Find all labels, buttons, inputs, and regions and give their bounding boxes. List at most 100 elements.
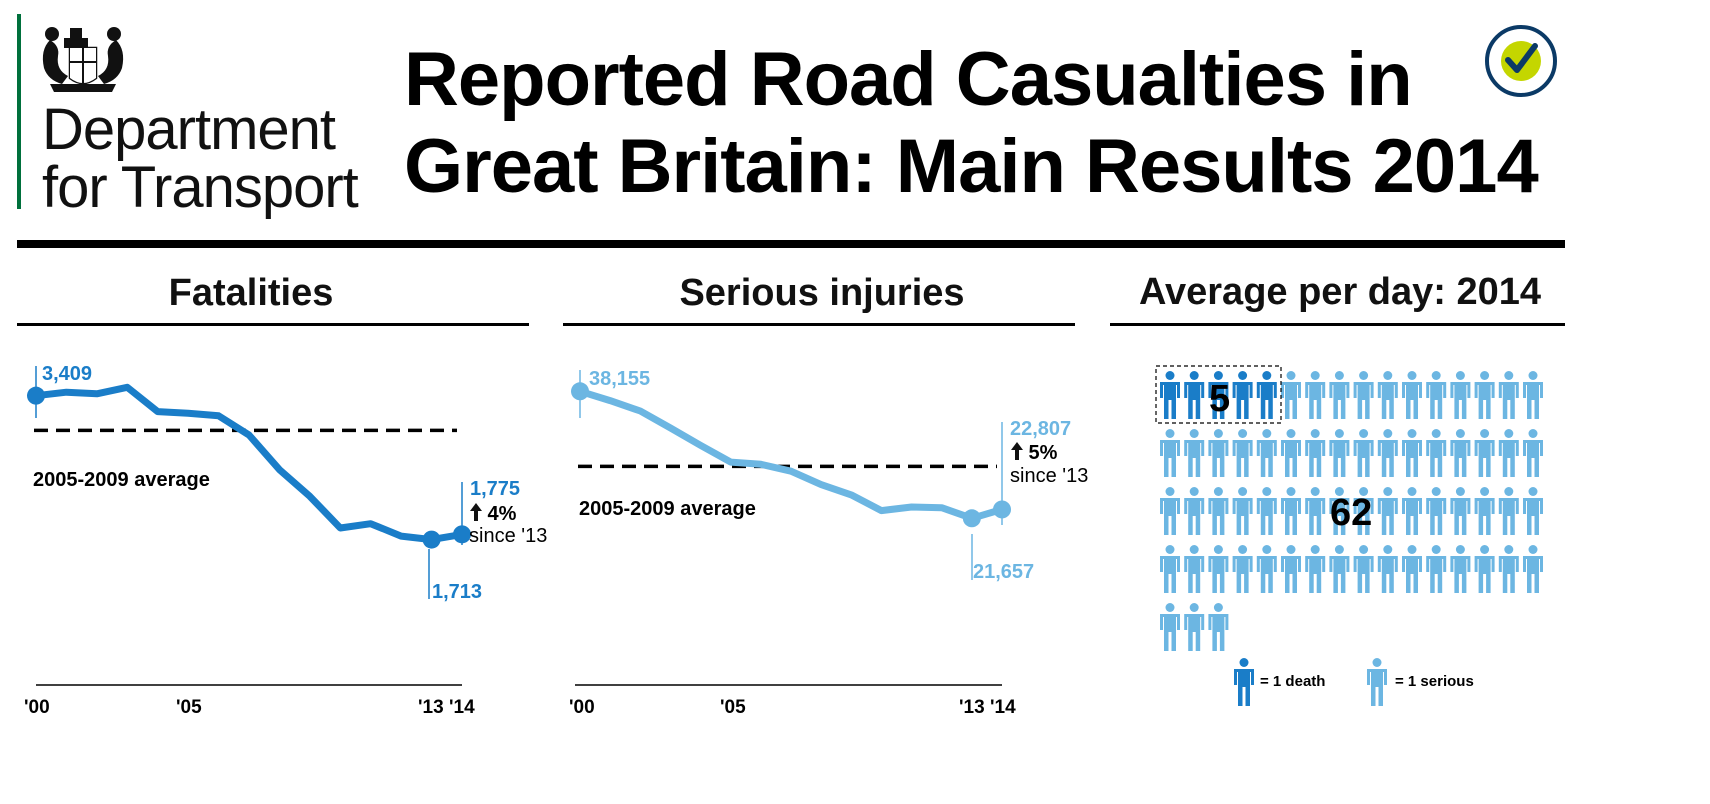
person-body [1184,498,1205,535]
person-body [1160,614,1180,651]
serious-person-icon [1160,429,1180,477]
person-body [1160,498,1180,535]
serious-point-2013 [962,509,981,528]
serious-change-value: 5% [1028,442,1058,464]
national-statistics-logo-icon [1485,25,1557,97]
serious-person-icon [1474,371,1495,419]
person-body [1160,440,1180,477]
serious-since-label: since '13 [1010,465,1089,487]
serious-end-label: 22,807 [1010,418,1072,440]
person-body [1498,440,1519,477]
person-body [1498,382,1519,419]
death-person-icon [1208,371,1229,419]
person-head [1334,545,1344,554]
serious-person-icon [1232,545,1253,593]
fatal-point-2014 [453,525,471,544]
person-head [1239,658,1249,667]
person-head [1504,545,1514,554]
serious-person-icon [1232,429,1253,477]
serious-person-icon [1184,487,1205,535]
person-body [1474,556,1495,593]
person-body [1426,556,1447,593]
legend-serious-icon [1367,658,1387,706]
person-body [1523,382,1543,419]
person-head [1213,545,1223,554]
person-head [1189,603,1199,612]
person-head [1238,545,1248,554]
person-body [1281,382,1301,419]
serious-tick-00: '00 [569,697,595,718]
serious-person-icon [1402,371,1422,419]
person-head [1431,487,1441,496]
person-body [1232,556,1253,593]
person-head [1359,429,1369,438]
person-body [1353,556,1374,593]
serious-point-2000 [571,382,589,401]
page-title-line2: Great Britain: Main Results 2014 [404,124,1539,209]
fatal-start-label: 3,409 [42,363,93,385]
panel-rule-serious [563,323,1075,326]
serious-person-icon [1498,487,1519,535]
serious-person-icon [1256,487,1277,535]
per-day-title: Average per day: 2014 [1138,271,1542,313]
department-name-line2: for Transport [42,155,359,220]
serious-person-icon [1160,603,1180,651]
person-body [1402,556,1422,593]
person-body [1184,556,1205,593]
person-body [1232,440,1253,477]
person-head [1238,371,1248,380]
person-body [1184,440,1205,477]
person-body [1377,556,1398,593]
fatal-tick-00: '00 [24,697,50,718]
person-head [1528,429,1538,438]
person-body [1498,498,1519,535]
serious-person-icon [1474,545,1495,593]
person-head [1262,371,1272,380]
person-head [1165,545,1175,554]
person-head [1262,487,1272,496]
person-body [1474,498,1495,535]
person-body [1281,440,1301,477]
fatal-point-2013 [422,530,441,549]
person-head [1528,545,1538,554]
person-body [1256,382,1277,419]
serious-person-icon [1426,487,1447,535]
person-head [1383,487,1393,496]
person-head [1189,429,1199,438]
person-head [1504,429,1514,438]
serious-person-icon [1353,487,1374,535]
person-head [1286,429,1296,438]
person-head [1480,429,1490,438]
fatal-tick-13: '13 [418,697,444,718]
serious-person-icon [1281,545,1301,593]
legend-death-label: = 1 death [1260,673,1326,690]
person-head [1407,429,1417,438]
person-body [1281,556,1301,593]
fatal-change-value: 4% [487,503,517,525]
serious-change: 5% [1010,441,1057,465]
death-person-icon [1184,371,1205,419]
death-person-icon [1256,371,1277,419]
serious-person-icon [1523,371,1543,419]
serious-person-icon [1353,429,1374,477]
serious-person-icon [1329,429,1350,477]
serious-person-icon [1523,429,1543,477]
header-rule [17,240,1565,248]
person-body [1208,556,1229,593]
panel-rule-perday [1110,323,1565,326]
royal-crest-icon [42,27,124,92]
serious-person-icon [1184,603,1205,651]
serious-person-icon [1256,429,1277,477]
person-head [1310,429,1320,438]
person-head [1431,371,1441,380]
serious-person-icon [1402,545,1422,593]
serious-average-label: 2005-2009 average [579,498,756,520]
person-head [1238,487,1248,496]
person-head [1334,429,1344,438]
serious-person-icon [1377,545,1398,593]
fatal-end-label: 1,775 [470,478,521,500]
person-head [1334,487,1344,496]
serious-person-icon [1353,545,1374,593]
